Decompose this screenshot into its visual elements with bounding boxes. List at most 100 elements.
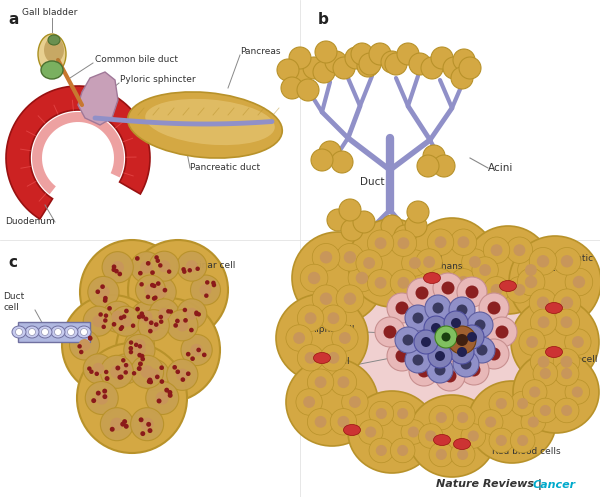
Circle shape — [131, 355, 164, 388]
Circle shape — [328, 312, 340, 324]
Circle shape — [526, 336, 538, 348]
Circle shape — [111, 306, 141, 336]
Circle shape — [175, 319, 180, 324]
Circle shape — [172, 365, 177, 370]
Circle shape — [186, 260, 198, 272]
Circle shape — [120, 325, 124, 330]
Circle shape — [353, 211, 375, 233]
Circle shape — [436, 412, 447, 423]
Circle shape — [530, 348, 557, 375]
Ellipse shape — [128, 92, 282, 158]
Circle shape — [147, 379, 152, 384]
Circle shape — [182, 269, 187, 274]
Circle shape — [458, 276, 469, 288]
Circle shape — [194, 312, 199, 316]
Circle shape — [131, 251, 162, 283]
Circle shape — [196, 312, 201, 317]
Circle shape — [565, 268, 593, 296]
Circle shape — [132, 371, 136, 376]
Circle shape — [181, 377, 185, 382]
Circle shape — [146, 295, 150, 299]
Circle shape — [374, 277, 386, 289]
Circle shape — [443, 57, 465, 79]
Circle shape — [344, 293, 356, 305]
Circle shape — [478, 410, 503, 434]
Circle shape — [573, 276, 585, 288]
Circle shape — [176, 369, 188, 381]
Circle shape — [521, 410, 545, 434]
Circle shape — [148, 369, 160, 381]
Circle shape — [293, 332, 305, 344]
Circle shape — [167, 269, 172, 274]
Circle shape — [133, 344, 146, 356]
Circle shape — [97, 286, 110, 298]
Text: Acinar cell: Acinar cell — [188, 260, 235, 269]
Circle shape — [523, 380, 547, 404]
Circle shape — [155, 258, 160, 263]
Circle shape — [491, 244, 503, 256]
Text: Duodenum: Duodenum — [5, 218, 55, 227]
Circle shape — [485, 416, 496, 427]
Circle shape — [418, 364, 431, 378]
Ellipse shape — [511, 298, 599, 386]
Text: Pyloric sphincter: Pyloric sphincter — [120, 76, 196, 84]
Circle shape — [112, 322, 116, 327]
Text: Red blood cells: Red blood cells — [492, 447, 560, 457]
Circle shape — [77, 343, 187, 453]
Circle shape — [103, 394, 107, 399]
Circle shape — [363, 257, 375, 269]
Circle shape — [341, 389, 368, 415]
Circle shape — [150, 270, 155, 275]
Circle shape — [468, 430, 479, 441]
Circle shape — [351, 43, 373, 65]
Circle shape — [138, 310, 169, 341]
Circle shape — [303, 396, 315, 408]
Circle shape — [553, 289, 581, 317]
Text: Pancreas: Pancreas — [240, 48, 281, 57]
Circle shape — [158, 308, 170, 320]
Ellipse shape — [348, 391, 436, 473]
Ellipse shape — [545, 303, 563, 314]
Circle shape — [538, 356, 550, 368]
Circle shape — [356, 272, 368, 284]
Ellipse shape — [499, 280, 517, 292]
Circle shape — [55, 329, 62, 335]
Circle shape — [175, 369, 180, 374]
Circle shape — [104, 370, 109, 374]
Text: b: b — [318, 12, 329, 27]
Circle shape — [565, 329, 591, 355]
Ellipse shape — [25, 326, 39, 338]
Circle shape — [168, 393, 173, 398]
Circle shape — [88, 336, 92, 341]
Circle shape — [519, 329, 545, 355]
Circle shape — [320, 305, 347, 331]
Circle shape — [148, 380, 153, 384]
Ellipse shape — [513, 351, 599, 433]
Circle shape — [87, 366, 92, 371]
Circle shape — [196, 347, 201, 352]
Circle shape — [496, 435, 507, 446]
Circle shape — [134, 342, 139, 347]
Circle shape — [511, 428, 535, 453]
Ellipse shape — [408, 395, 496, 477]
Circle shape — [405, 215, 427, 237]
Circle shape — [101, 325, 106, 329]
Circle shape — [139, 312, 144, 316]
Circle shape — [381, 215, 403, 237]
Circle shape — [409, 356, 439, 386]
Ellipse shape — [51, 326, 65, 338]
Circle shape — [154, 322, 158, 327]
Circle shape — [391, 401, 415, 426]
Circle shape — [122, 314, 127, 319]
Ellipse shape — [38, 34, 66, 74]
Circle shape — [62, 295, 162, 395]
Circle shape — [403, 334, 413, 345]
Circle shape — [155, 392, 169, 405]
Circle shape — [457, 347, 467, 357]
Circle shape — [357, 55, 379, 77]
Ellipse shape — [424, 272, 440, 283]
Circle shape — [511, 391, 535, 416]
Circle shape — [528, 416, 539, 427]
Circle shape — [349, 396, 361, 408]
Circle shape — [561, 255, 573, 267]
